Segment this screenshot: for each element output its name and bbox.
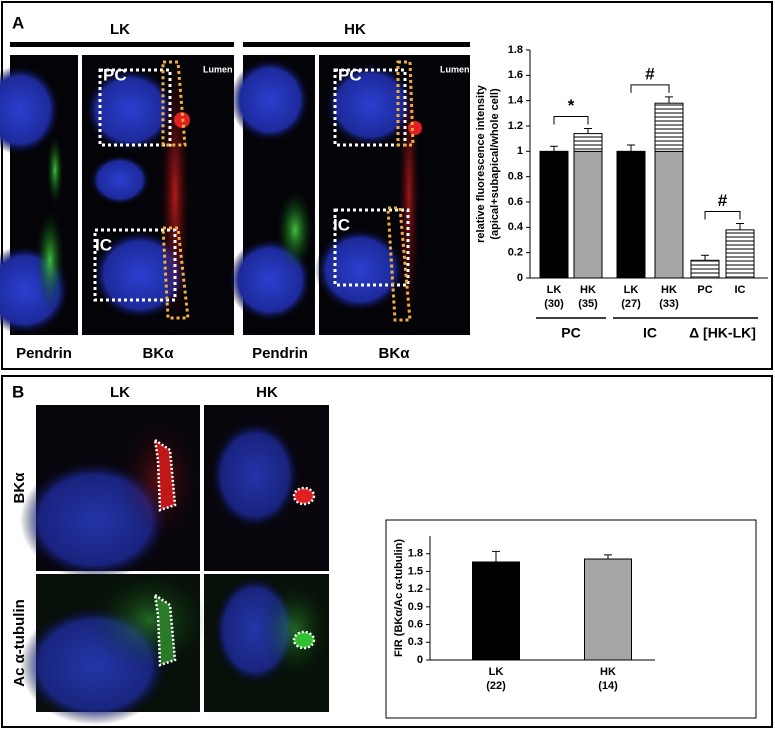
y-tick-label: 0.8 — [508, 171, 523, 183]
x-tick-note: (30) — [544, 298, 564, 310]
x-tick-label: LK — [489, 666, 504, 678]
header-bar — [10, 42, 234, 47]
y-tick-label: 1.8 — [508, 44, 523, 56]
bar — [654, 150, 684, 279]
y-axis-label: (apical+subapical/whole cell) — [489, 88, 501, 240]
error-bar — [701, 254, 709, 261]
cell-label: PC — [338, 65, 362, 84]
panel-label: B — [12, 382, 24, 401]
error-bar — [492, 550, 500, 562]
x-tick-label: IC — [735, 284, 746, 296]
header-bar — [243, 42, 470, 47]
stain-label: BKα — [143, 345, 175, 362]
bar — [573, 133, 603, 152]
y-tick-label: 0.6 — [408, 618, 423, 630]
stain-label: Pendrin — [16, 345, 72, 362]
cell-label: IC — [95, 235, 112, 254]
header: LK — [110, 21, 130, 38]
y-tick-label: 1.2 — [508, 120, 523, 132]
y-tick-label: 1.4 — [508, 95, 524, 107]
error-bar — [665, 96, 673, 104]
bar — [690, 259, 720, 279]
cell-label: PC — [103, 65, 127, 84]
y-tick-label: 0 — [417, 654, 423, 666]
header: LK — [110, 384, 130, 401]
significance-label: # — [645, 64, 655, 83]
x-tick-label: PC — [697, 284, 712, 296]
y-tick-label: 0.3 — [408, 636, 423, 648]
x-tick-label: HK — [661, 284, 677, 296]
x-tick-label: LK — [624, 284, 639, 296]
y-tick-label: 1.2 — [408, 583, 423, 595]
error-bar — [627, 144, 635, 152]
significance-label: # — [718, 191, 728, 210]
x-tick-label: HK — [580, 284, 596, 296]
x-tick-note: (35) — [578, 298, 598, 310]
error-bar — [604, 554, 612, 560]
significance-label: * — [568, 96, 575, 115]
micrographs-b — [20, 405, 330, 725]
error-bar — [736, 223, 744, 230]
x-tick-note: (33) — [659, 298, 679, 310]
y-tick-label: 0 — [517, 272, 523, 284]
x-tick-note: (22) — [486, 680, 506, 692]
bar — [472, 561, 520, 661]
significance-bracket — [553, 116, 589, 125]
x-tick-label: LK — [547, 284, 562, 296]
x-tick-note: (14) — [598, 680, 618, 692]
lumen-label: Lumen — [203, 64, 233, 74]
significance-bracket — [704, 211, 741, 220]
bar — [654, 102, 684, 152]
y-axis-label: FIR (BKα/Ac α-tubulin) — [393, 539, 405, 657]
y-tick-label: 0.2 — [508, 247, 523, 259]
panel-label: A — [12, 13, 24, 32]
y-tick-label: 1.8 — [408, 548, 423, 560]
significance-bracket — [630, 84, 670, 93]
micrographs-a — [0, 55, 470, 335]
y-axis-label: relative fluorescence intensity — [475, 84, 487, 243]
bar — [584, 558, 632, 661]
bar — [725, 229, 755, 279]
y-tick-label: 1.6 — [508, 69, 523, 81]
error-bar — [584, 128, 592, 134]
y-tick-label: 0.4 — [508, 221, 524, 233]
header: HK — [344, 21, 366, 38]
cell-label: IC — [333, 215, 350, 234]
chart-frame — [385, 519, 757, 719]
group-label: PC — [561, 325, 580, 341]
y-tick-label: 1 — [517, 145, 523, 157]
panel-frame — [1, 1, 773, 370]
lumen-label: Lumen — [440, 64, 470, 74]
bar — [573, 150, 603, 279]
panel-frame — [1, 375, 773, 728]
bar — [539, 150, 569, 279]
group-label: IC — [643, 325, 657, 341]
x-tick-label: HK — [600, 666, 616, 678]
stain-label: BKα — [379, 345, 411, 362]
stain-label: Pendrin — [252, 345, 308, 362]
row-label: BKα — [11, 472, 28, 504]
y-tick-label: 1.5 — [408, 565, 423, 577]
bar — [616, 150, 646, 279]
x-tick-note: (27) — [621, 298, 641, 310]
header: HK — [256, 384, 278, 401]
group-label: Δ [HK-LK] — [689, 325, 756, 341]
error-bar — [550, 145, 558, 152]
y-tick-label: 0.6 — [508, 196, 523, 208]
y-tick-label: 0.9 — [408, 601, 423, 613]
